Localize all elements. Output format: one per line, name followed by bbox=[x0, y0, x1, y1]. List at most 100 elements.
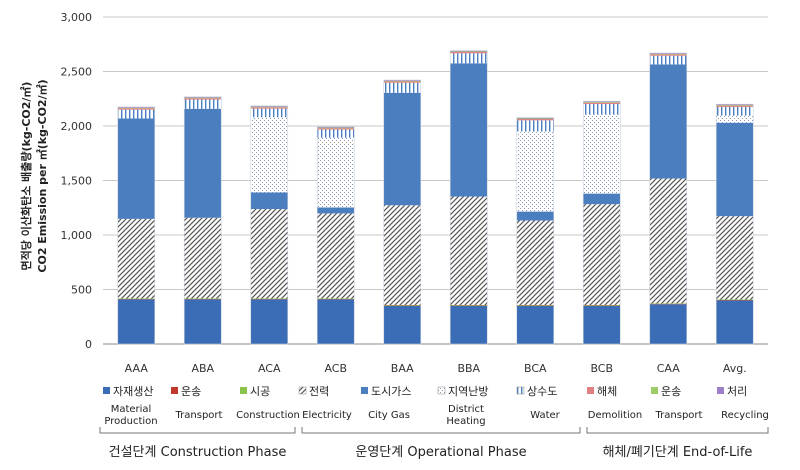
bar-segment-recycling bbox=[716, 104, 754, 106]
legend-label-ko-district: 지역난방 bbox=[448, 385, 488, 398]
bar-segment-transport2 bbox=[383, 80, 421, 82]
bar-segment-citygas bbox=[583, 193, 621, 205]
bar-segment-district bbox=[317, 137, 355, 208]
bar-segment-recycling bbox=[250, 105, 288, 107]
bar-segment-material bbox=[383, 305, 421, 344]
bar-outline bbox=[117, 106, 156, 345]
bars-layer bbox=[117, 50, 754, 345]
legend-swatch-demolition bbox=[587, 387, 594, 394]
bar-segment-transport2 bbox=[250, 106, 288, 108]
bar-segment-water bbox=[450, 53, 488, 64]
legend-label-en-water: Water bbox=[530, 410, 560, 421]
phase-layer: 건설단계 Construction Phase 운영단계 Operational … bbox=[99, 427, 769, 460]
x-tick-label: BAA bbox=[391, 362, 414, 375]
bar-segment-construction bbox=[317, 298, 355, 299]
phase-label: 운영단계 Operational Phase bbox=[355, 445, 526, 460]
bar-segment-electricity bbox=[184, 217, 222, 299]
legend-label-en-material-line2: Production bbox=[104, 416, 157, 427]
legend-swatch-water bbox=[516, 386, 525, 395]
y-tick-label: 2,000 bbox=[61, 120, 93, 133]
x-tick-label: ACA bbox=[258, 362, 281, 375]
phase-label: 해체/폐기단계 End-of-Life bbox=[603, 445, 753, 460]
legend-label-ko-electricity: 전력 bbox=[309, 385, 329, 398]
legend-label-en-demolition: Demolition bbox=[588, 410, 642, 421]
bar-segment-transport2 bbox=[317, 127, 355, 129]
legend-label-en-citygas: City Gas bbox=[368, 410, 410, 421]
bar-segment-water bbox=[317, 129, 355, 138]
bar-segment-water bbox=[184, 99, 222, 109]
bar-segment-electricity bbox=[117, 218, 155, 299]
bar-segment-citygas bbox=[184, 108, 222, 218]
phase-label: 건설단계 Construction Phase bbox=[109, 445, 287, 460]
bar-outline bbox=[582, 100, 621, 345]
bar-segment-recycling bbox=[649, 52, 687, 54]
phase-bracket bbox=[301, 427, 581, 434]
bar-segment-transport2 bbox=[117, 107, 155, 109]
bar-segment-transport1 bbox=[716, 299, 754, 301]
legend-label-ko-transport1: 운송 bbox=[181, 385, 201, 398]
bar-segment-recycling bbox=[184, 96, 222, 98]
x-tick-label: CAA bbox=[657, 362, 681, 375]
bar-segment-water bbox=[516, 120, 554, 132]
bar-segment-material bbox=[250, 299, 288, 344]
bar-segment-demolition bbox=[117, 108, 155, 110]
bar-segment-construction bbox=[516, 304, 554, 306]
legend-swatch-citygas bbox=[361, 387, 368, 394]
bar-segment-district bbox=[516, 131, 554, 212]
bar-segment-demolition bbox=[383, 81, 421, 83]
bar-segment-recycling bbox=[317, 126, 355, 128]
legend-label-ko-demolition: 해체 bbox=[597, 384, 617, 398]
legend-label-en-construction: Construction bbox=[236, 410, 300, 421]
bar-segment-construction bbox=[383, 304, 421, 306]
legend-label-en-material: Material bbox=[111, 404, 152, 415]
bar-segment-material bbox=[184, 299, 222, 344]
legend-label-en-transport2: Transport bbox=[655, 410, 703, 421]
bar-segment-citygas bbox=[250, 192, 288, 210]
bar-segment-recycling bbox=[383, 80, 421, 81]
y-tick-label: 1,500 bbox=[61, 175, 93, 188]
bar-segment-electricity bbox=[516, 220, 554, 305]
legend-swatch-recycling bbox=[717, 387, 724, 394]
bar-segment-electricity bbox=[317, 213, 355, 299]
bar-segment-water bbox=[250, 108, 288, 118]
bar-segment-demolition bbox=[583, 102, 621, 104]
bar-outline bbox=[449, 50, 488, 345]
bar-segment-material bbox=[649, 304, 687, 344]
bar-segment-transport1 bbox=[649, 303, 687, 305]
bar-segment-demolition bbox=[649, 54, 687, 56]
bar-segment-transport2 bbox=[583, 102, 621, 103]
bar-segment-demolition bbox=[450, 51, 488, 54]
phase-bracket bbox=[586, 427, 769, 434]
bar-segment-district bbox=[250, 117, 288, 193]
bar-segment-construction bbox=[583, 304, 621, 306]
bar-segment-construction bbox=[649, 303, 687, 304]
bar-segment-construction bbox=[117, 298, 155, 299]
legend-label-en-district: District bbox=[448, 404, 484, 415]
bar-segment-transport2 bbox=[649, 53, 687, 55]
bar-segment-recycling bbox=[117, 106, 155, 108]
y-axis-label-en: CO2 Emission per ㎡(kg-CO2/㎡) bbox=[35, 79, 49, 272]
legend-label-ko-transport2: 운송 bbox=[661, 385, 681, 398]
bar-segment-citygas bbox=[117, 118, 155, 219]
bar-segment-construction bbox=[716, 299, 754, 301]
legend-label-ko-material: 자재생산 bbox=[113, 385, 153, 398]
legend-label-ko-water: 상수도 bbox=[527, 385, 557, 398]
legend-label-en-district-line2: Heating bbox=[446, 416, 485, 427]
y-tick-label: 1,000 bbox=[61, 229, 93, 242]
bar-segment-citygas bbox=[649, 64, 687, 179]
bar-segment-citygas bbox=[317, 207, 355, 214]
bar-segment-transport1 bbox=[583, 305, 621, 306]
bar-segment-transport1 bbox=[383, 305, 421, 306]
bar-segment-demolition bbox=[716, 105, 754, 107]
y-tick-label: 500 bbox=[71, 284, 92, 297]
legend-swatch-district bbox=[437, 386, 446, 395]
bar-segment-material bbox=[117, 299, 155, 344]
x-tick-label: BCB bbox=[590, 362, 613, 375]
legend-label-ko-recycling: 처리 bbox=[727, 385, 747, 398]
x-tick-label: Avg. bbox=[723, 362, 747, 375]
bar-segment-electricity bbox=[250, 209, 288, 299]
bar-segment-transport2 bbox=[716, 105, 754, 106]
bar-segment-water bbox=[649, 55, 687, 65]
bar-segment-citygas bbox=[516, 211, 554, 221]
